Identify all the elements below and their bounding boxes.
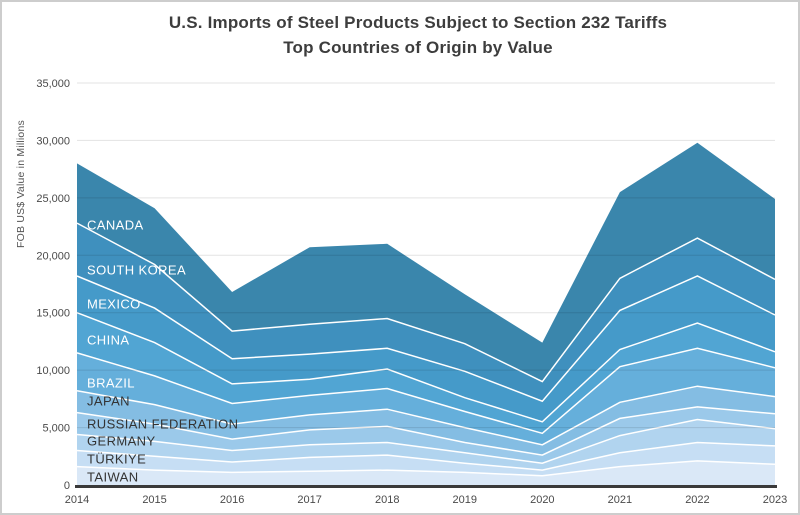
y-tick-label-5000: 5,000: [42, 423, 70, 435]
area-band-t-rkiye: [77, 442, 775, 476]
band-divider-t-rkiye: [76, 441, 776, 471]
band-divider-taiwan: [76, 460, 776, 477]
chart-title: U.S. Imports of Steel Products Subject t…: [34, 10, 798, 60]
area-band-taiwan: [77, 460, 775, 485]
x-tick-label-2022: 2022: [685, 494, 709, 506]
x-tick-label-2016: 2016: [220, 494, 244, 506]
series-label-canada: CANADA: [87, 218, 144, 233]
series-label-taiwan: TAIWAN: [87, 470, 139, 485]
y-tick-label-30000: 30,000: [36, 135, 70, 147]
x-tick-label-2023: 2023: [763, 494, 787, 506]
y-tick-label-15000: 15,000: [36, 308, 70, 320]
band-divider-china: [76, 312, 776, 423]
band-divider-russian-federation: [76, 406, 776, 456]
series-label-t-rkiye: TÜRKIYE: [87, 452, 146, 467]
area-band-south-korea: [77, 223, 775, 402]
x-tick-label-2014: 2014: [65, 494, 89, 506]
area-band-japan: [77, 386, 775, 456]
series-label-brazil: BRAZIL: [87, 376, 135, 391]
band-divider-japan: [76, 385, 776, 446]
x-tick-label-2017: 2017: [297, 494, 321, 506]
area-band-brazil: [77, 348, 775, 445]
x-tick-label-2019: 2019: [453, 494, 477, 506]
y-tick-label-25000: 25,000: [36, 193, 70, 205]
chart-title-line-1: U.S. Imports of Steel Products Subject t…: [168, 13, 668, 32]
series-label-russian-federation: RUSSIAN FEDERATION: [87, 417, 238, 432]
series-label-japan: JAPAN: [87, 394, 130, 409]
band-divider-brazil: [76, 347, 776, 435]
series-label-south-korea: SOUTH KOREA: [87, 263, 186, 278]
series-label-germany: GERMANY: [87, 434, 156, 449]
band-divider-germany: [76, 418, 776, 464]
band-divider-south-korea: [76, 222, 776, 383]
y-tick-label-10000: 10,000: [36, 365, 70, 377]
area-band-germany: [77, 419, 775, 471]
x-tick-label-2020: 2020: [530, 494, 554, 506]
x-tick-label-2018: 2018: [375, 494, 399, 506]
series-label-mexico: MEXICO: [87, 297, 141, 312]
y-tick-label-0: 0: [64, 480, 70, 492]
band-divider-mexico: [76, 275, 776, 403]
series-label-china: CHINA: [87, 333, 129, 348]
x-tick-label-2015: 2015: [142, 494, 166, 506]
x-tick-label-2021: 2021: [608, 494, 632, 506]
y-tick-label-20000: 20,000: [36, 250, 70, 262]
chart-title-line-2: Top Countries of Origin by Value: [283, 38, 553, 57]
area-band-canada: [77, 142, 775, 382]
y-tick-label-35000: 35,000: [36, 78, 70, 90]
